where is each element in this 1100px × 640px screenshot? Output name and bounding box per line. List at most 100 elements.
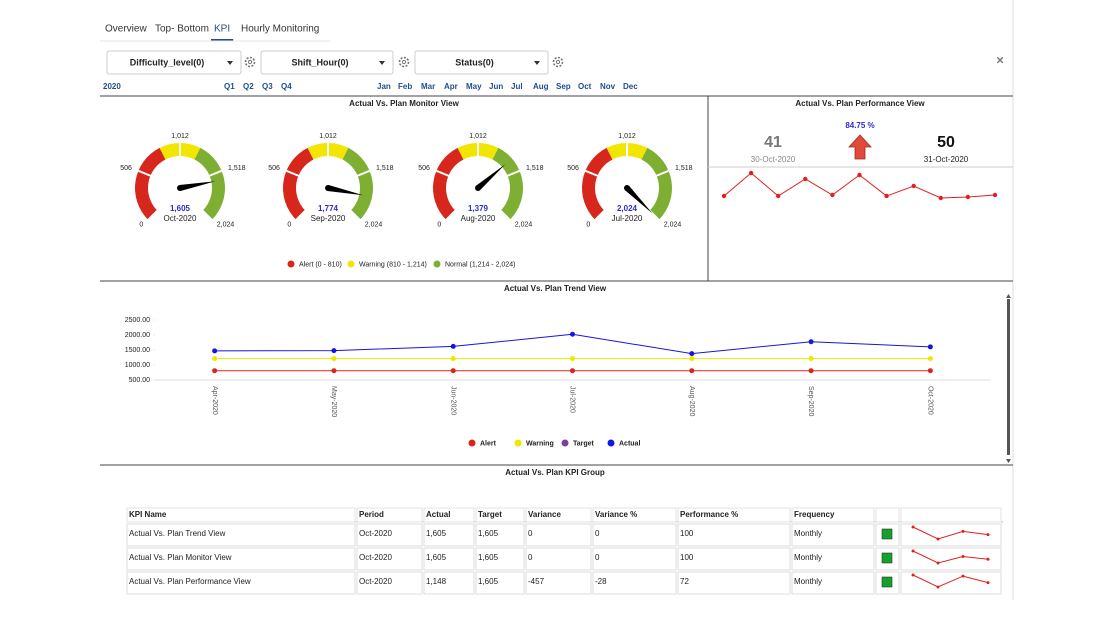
table-cell xyxy=(423,547,475,571)
gauge-tick-label: 0 xyxy=(437,222,441,229)
filter-dropdown[interactable] xyxy=(414,50,549,75)
header-cell xyxy=(592,507,677,523)
table-cell xyxy=(356,547,423,571)
gauge-tick-label: 1,518 xyxy=(526,165,544,172)
performance-point xyxy=(911,183,916,189)
filter-dropdown[interactable] xyxy=(260,50,394,75)
gauge-band xyxy=(135,147,166,220)
gauge-tick xyxy=(137,169,152,178)
gauge-tick-label: 506 xyxy=(418,165,430,172)
month-link[interactable]: Dec xyxy=(623,82,638,91)
gauge-tick xyxy=(146,209,159,222)
table-cell xyxy=(525,523,592,547)
gauge-tick xyxy=(356,169,371,178)
settings-icon[interactable] xyxy=(244,56,256,68)
month-link[interactable]: Oct xyxy=(578,82,592,91)
scrollbar-thumb[interactable] xyxy=(1007,299,1010,455)
cell-text: Monthly xyxy=(794,553,822,562)
cell-text: Actual Vs. Plan Trend View xyxy=(129,529,226,538)
legend-marker xyxy=(287,260,295,268)
settings-icon[interactable] xyxy=(552,56,564,68)
gauge-tick-label: 2,024 xyxy=(365,222,383,229)
gauge-needle xyxy=(327,185,364,196)
gauge-tick xyxy=(349,209,362,222)
column-header: Performance % xyxy=(680,510,738,519)
month-link[interactable]: Aug xyxy=(533,82,549,91)
change-arrow xyxy=(848,134,872,160)
series-point xyxy=(212,348,218,354)
month-link[interactable]: May xyxy=(466,82,482,91)
tab[interactable]: Overview xyxy=(105,24,147,35)
cell-text: 1,605 xyxy=(426,529,447,538)
y-tick-label: 1000.00 xyxy=(125,362,150,369)
performance-point xyxy=(830,192,835,198)
legend-label: Target xyxy=(573,440,595,447)
table-cell xyxy=(900,571,1002,595)
gauge-tick xyxy=(655,169,670,178)
table-cell xyxy=(677,547,791,571)
gauge-band xyxy=(492,147,523,220)
series-point xyxy=(450,356,456,362)
performance-point xyxy=(938,195,943,201)
settings-icon-hole xyxy=(401,59,407,65)
month-link[interactable]: Mar xyxy=(421,82,435,91)
performance-point xyxy=(776,193,781,199)
gauge-period: Sep-2020 xyxy=(311,214,346,223)
table-cell xyxy=(423,571,475,595)
series-point xyxy=(689,351,695,357)
series-point xyxy=(808,368,814,374)
panel-title: Actual Vs. Plan Performance View xyxy=(795,99,925,108)
month-link[interactable]: Apr xyxy=(444,82,458,91)
row-sparkline-point xyxy=(911,525,915,529)
x-tick-label: Sep-2020 xyxy=(807,386,814,416)
needle-hub xyxy=(177,185,183,191)
month-link[interactable]: Nov xyxy=(600,82,616,91)
month-link[interactable]: Feb xyxy=(398,82,412,91)
gauge-tick xyxy=(593,209,606,222)
gauge-needle xyxy=(476,164,506,191)
gauge-value: 1,379 xyxy=(468,204,489,213)
performance-point xyxy=(721,193,727,199)
year-link[interactable]: 2020 xyxy=(103,82,121,91)
settings-icon[interactable] xyxy=(398,56,410,68)
filter-dropdown[interactable] xyxy=(106,50,242,75)
cell-text: 0 xyxy=(528,553,533,562)
month-link[interactable]: Jul xyxy=(511,82,523,91)
cell-text: 1,605 xyxy=(478,577,499,586)
month-link[interactable]: Jan xyxy=(377,82,391,91)
close-button[interactable]: × xyxy=(996,52,1004,67)
quarter-link[interactable]: Q3 xyxy=(262,82,273,91)
gauge-band xyxy=(433,147,464,220)
panel-title: Actual Vs. Plan Trend View xyxy=(504,284,607,293)
table-cell xyxy=(356,571,423,595)
series-point xyxy=(689,356,695,362)
x-tick-label: May-2020 xyxy=(330,386,337,417)
row-sparkline-point xyxy=(911,549,915,553)
gauge-tick-label: 506 xyxy=(567,165,579,172)
current-date: 31-Oct-2020 xyxy=(924,155,969,164)
tab[interactable]: Hourly Monitoring xyxy=(241,24,319,35)
table-cell xyxy=(126,523,356,547)
column-header: Frequency xyxy=(794,510,835,519)
table-cell xyxy=(677,523,791,547)
month-link[interactable]: Jun xyxy=(489,82,503,91)
gauge-period: Aug-2020 xyxy=(461,214,496,223)
gauge-tick-label: 2,024 xyxy=(217,222,235,229)
status-indicator xyxy=(881,552,893,564)
quarter-link[interactable]: Q1 xyxy=(224,82,235,91)
tab[interactable]: Top- Bottom xyxy=(155,24,209,35)
tab[interactable]: KPI xyxy=(214,24,230,35)
cell-text: Oct-2020 xyxy=(359,553,392,562)
row-sparkline-point xyxy=(986,533,990,537)
quarter-link[interactable]: Q4 xyxy=(281,82,292,91)
gauge-tick xyxy=(584,169,599,178)
cell-text: Oct-2020 xyxy=(359,577,392,586)
scroll-up[interactable] xyxy=(1006,294,1011,298)
series-point xyxy=(331,356,337,362)
quarter-link[interactable]: Q2 xyxy=(243,82,254,91)
scroll-down[interactable] xyxy=(1006,459,1011,463)
table-cell xyxy=(356,523,423,547)
month-link[interactable]: Sep xyxy=(556,82,571,91)
row-sparkline-point xyxy=(936,585,940,589)
